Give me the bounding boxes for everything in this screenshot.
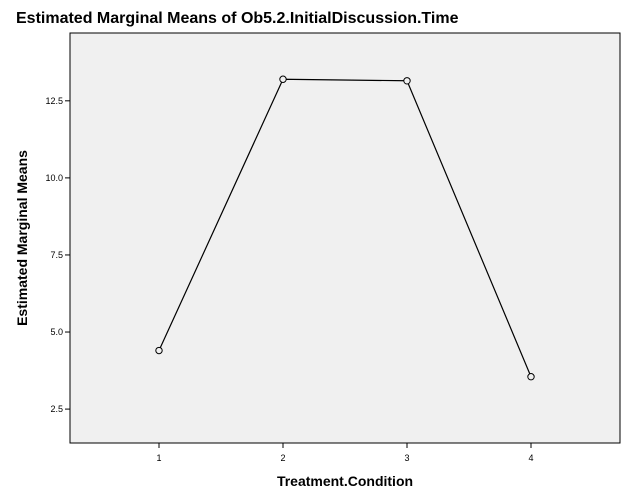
data-point-marker: [403, 77, 411, 85]
chart-title: Estimated Marginal Means of Ob5.2.Initia…: [16, 10, 459, 27]
y-tick-label: 7.5: [50, 250, 63, 260]
y-axis: 2.5 5.0 7.5 10.0 12.5: [45, 96, 70, 414]
x-tick-label: 2: [280, 453, 285, 463]
x-tick-label: 4: [528, 453, 533, 463]
x-tick-label: 1: [156, 453, 161, 463]
series-line: [158, 78, 532, 377]
plot-area: [69, 32, 621, 444]
data-point-marker: [279, 75, 287, 83]
x-tick-label: 3: [404, 453, 409, 463]
data-point-marker: [155, 346, 163, 355]
y-axis-label: Estimated Marginal Means: [14, 150, 30, 326]
y-tick-label: 5.0: [50, 327, 63, 337]
data-point-marker: [527, 373, 535, 381]
data-markers: [155, 75, 535, 381]
y-tick-label: 2.5: [50, 404, 63, 414]
y-tick-label: 12.5: [45, 96, 63, 106]
x-axis-label: Treatment.Condition: [277, 473, 413, 489]
x-axis: 1 2 3 4: [156, 443, 534, 463]
y-tick-label: 10.0: [45, 173, 63, 183]
